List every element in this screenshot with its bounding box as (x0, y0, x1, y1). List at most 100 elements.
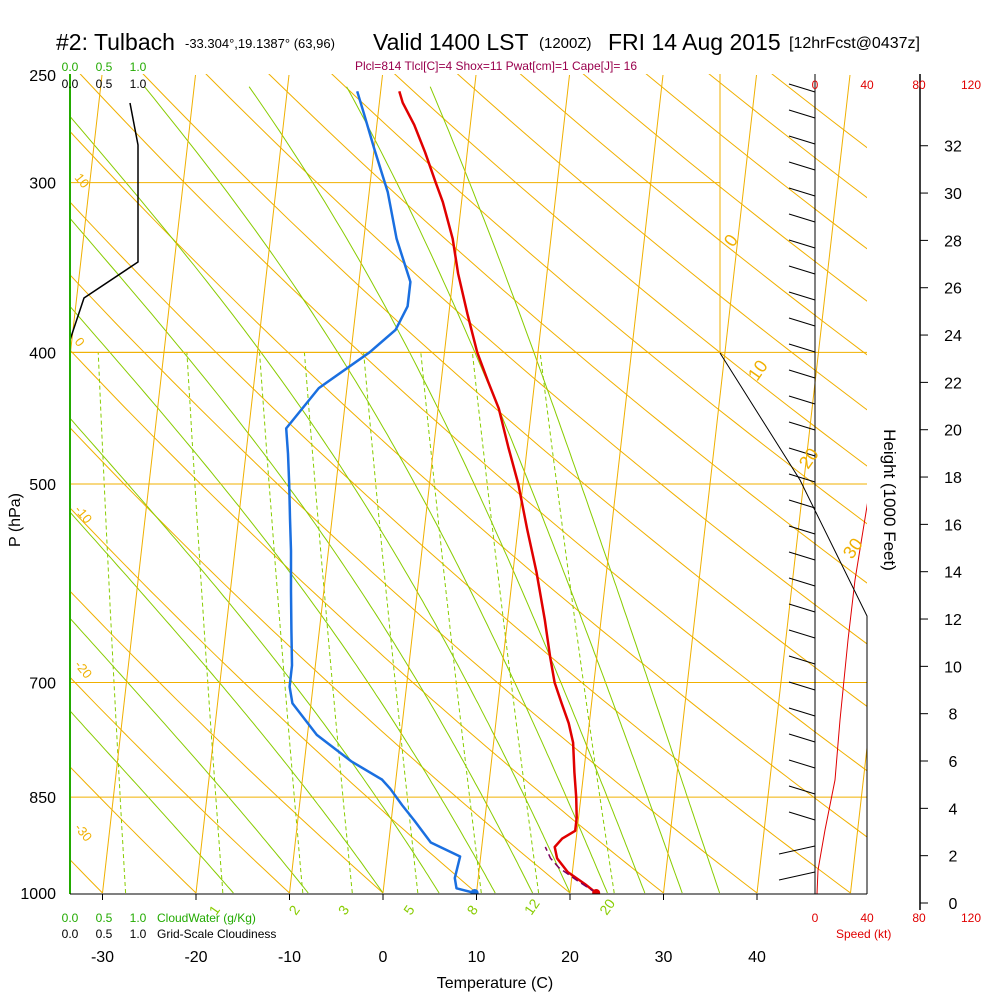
temperature-tick-label: -30 (91, 949, 114, 966)
cloudiness-tick-top: 0.5 (96, 77, 113, 91)
height-tick-label: 26 (944, 281, 962, 298)
valid-time: Valid 1400 LST (373, 29, 529, 55)
height-tick-label: 10 (944, 659, 962, 676)
height-tick-label: 12 (944, 612, 962, 629)
wind-barb (788, 83, 816, 93)
cloudiness-tick-top: 0.0 (62, 77, 79, 91)
dry-adiabat-line (268, 74, 867, 584)
temperature-tick-label: 10 (468, 949, 486, 966)
isotherm-line (70, 74, 103, 361)
moist-adiabat-line (70, 305, 496, 894)
isotherm-line (0, 75, 9, 893)
surface-dewpoint-marker (470, 889, 479, 894)
dry-adiabat-line (79, 74, 867, 772)
height-tick-label: 4 (949, 801, 958, 818)
temperature-tick-label: 40 (748, 949, 766, 966)
cloudiness-profile (70, 102, 139, 341)
height-tick-label: 22 (944, 375, 962, 392)
mixing-ratio-line (303, 352, 353, 894)
height-tick-label: 32 (944, 139, 962, 156)
wind-barb (778, 845, 816, 855)
dry-adiabat-line (70, 590, 384, 894)
speed-tick-label-top: 120 (961, 78, 981, 92)
temperature-tick-label: 0 (379, 949, 388, 966)
moist-adiabat-line (70, 115, 571, 894)
wind-barb (788, 213, 816, 223)
station-title: #2: Tulbach (56, 29, 175, 55)
wind-barb (788, 291, 816, 301)
moist-adiabat-line (248, 86, 646, 894)
wind-barb (788, 369, 816, 379)
mixing-ratio-line (363, 352, 419, 894)
isotherm-label: 30 (839, 534, 867, 562)
wind-barb (788, 525, 816, 535)
wind-barb (788, 629, 816, 639)
dry-adiabat-line (70, 201, 851, 894)
wind-barb (788, 421, 816, 431)
height-tick-label: 24 (944, 328, 962, 345)
height-tick-label: 16 (944, 517, 962, 534)
mixing-ratio-label: 20 (596, 896, 618, 918)
cloud-water-tick-bottom: 0.5 (96, 911, 113, 925)
wind-barb (788, 343, 816, 353)
speed-tick-label-bottom: 80 (912, 911, 926, 925)
forecast-label: [12hrFcst@0437z] (789, 35, 920, 52)
speed-tick-label-top: 0 (812, 78, 819, 92)
stability-indices: Plcl=814 Tlcl[C]=4 Shox=11 Pwat[cm]=1 Ca… (355, 59, 637, 73)
station-coords: -33.304°,19.1387° (63,96) (185, 36, 335, 51)
isotherm-label: 10 (744, 356, 772, 384)
pressure-tick-label: 300 (29, 176, 56, 193)
wind-barb (788, 499, 816, 509)
mixing-ratio-label: 8 (464, 902, 482, 918)
dry-adiabat-line (519, 74, 867, 356)
dry-adiabat-line (456, 74, 867, 411)
dry-adiabat-label: -20 (72, 657, 96, 681)
plot-area (0, 74, 867, 894)
mixing-ratio-line (259, 352, 304, 894)
moist-adiabat-line (70, 710, 234, 894)
valid-zulu: (1200Z) (539, 35, 592, 52)
speed-axis-label: Speed (kt) (836, 927, 891, 941)
moist-adiabats (70, 86, 721, 894)
y-axis-label: P (hPa) (7, 493, 24, 547)
wind-barb (788, 551, 816, 561)
wind-barb (788, 447, 816, 457)
height-tick-label: 0 (949, 896, 958, 913)
wind-barb (788, 317, 816, 327)
cloudiness-line (70, 102, 139, 341)
isobars (70, 182, 867, 798)
speed-tick-label-top: 80 (912, 78, 926, 92)
x-axis-label: Temperature (C) (437, 975, 553, 992)
pressure-tick-label: 700 (29, 676, 56, 693)
height-tick-label: 18 (944, 470, 962, 487)
temperature-line (398, 90, 597, 894)
height-axis-label: Height (1000 Feet) (880, 429, 899, 571)
isotherm-label: 20 (795, 444, 823, 472)
cloud-water-tick-top: 0.0 (62, 60, 79, 74)
dry-adiabat-line (70, 130, 867, 838)
moist-adiabat-line (70, 511, 384, 894)
moist-adiabat-line (346, 86, 683, 894)
cloud-water-tick-top: 1.0 (130, 60, 147, 74)
temperature-tick-label: 20 (561, 949, 579, 966)
wind-barb (788, 681, 816, 691)
dry-adiabat-line (142, 74, 867, 708)
wind-barb (788, 135, 816, 145)
pressure-tick-label: 1000 (20, 886, 56, 903)
dry-adiabat-line (70, 426, 571, 894)
temperature-tick-label: 30 (655, 949, 673, 966)
wind-barb (788, 577, 816, 587)
mixing-ratio-label: 2 (285, 902, 303, 918)
wind-barb (788, 187, 816, 197)
pressure-tick-label: 500 (29, 477, 56, 494)
wind-barb (788, 707, 816, 717)
cloud-water-tick-top: 0.5 (96, 60, 113, 74)
wind-barb (788, 239, 816, 249)
surface-temperature-marker (592, 889, 601, 894)
cloud-water-label: CloudWater (g/Kg) (157, 911, 256, 925)
wind-barb (788, 655, 816, 665)
pressure-tick-label: 850 (29, 790, 56, 807)
wind-barb (788, 265, 816, 275)
wind-speed-profile (816, 503, 867, 894)
